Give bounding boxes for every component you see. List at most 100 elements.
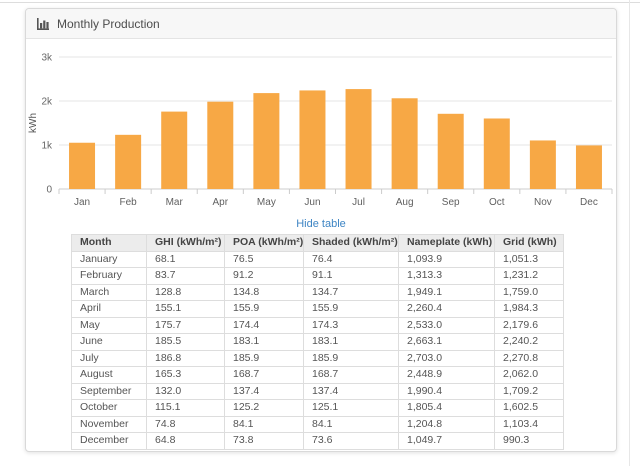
table-cell: November bbox=[71, 415, 147, 433]
bar-Dec[interactable] bbox=[575, 145, 602, 189]
table-cell: 134.8 bbox=[224, 283, 304, 301]
table-cell: 73.6 bbox=[303, 432, 399, 450]
y-axis-tick-label: 2k bbox=[41, 97, 53, 108]
table-cell: 185.9 bbox=[303, 349, 399, 367]
table-cell: 1,949.1 bbox=[398, 283, 495, 301]
x-axis-category-label: Sep bbox=[442, 197, 460, 208]
table-row: January 68.1 76.5 76.4 1,093.9 1,051.3 bbox=[71, 250, 564, 268]
table-cell: 125.1 bbox=[303, 399, 399, 417]
table-cell: 185.5 bbox=[146, 333, 225, 351]
table-cell: August bbox=[71, 366, 147, 384]
y-axis-title: kWh bbox=[28, 113, 39, 133]
column-header: POA (kWh/m²) bbox=[224, 234, 304, 252]
bar-chart-icon bbox=[36, 17, 50, 31]
bar-Oct[interactable] bbox=[483, 118, 510, 189]
x-axis-category-label: Feb bbox=[120, 197, 138, 208]
table-row: December 64.8 73.8 73.6 1,049.7 990.3 bbox=[71, 432, 564, 450]
table-cell: 68.1 bbox=[146, 250, 225, 268]
table-row: May 175.7 174.4 174.3 2,533.0 2,179.6 bbox=[71, 316, 564, 334]
table-cell: 73.8 bbox=[224, 432, 304, 450]
column-header: Shaded (kWh/m²) bbox=[303, 234, 399, 252]
table-cell: 155.9 bbox=[303, 300, 399, 318]
table-cell: June bbox=[71, 333, 147, 351]
x-axis-category-label: Jan bbox=[74, 197, 90, 208]
bar-Feb[interactable] bbox=[115, 134, 142, 189]
table-cell: February bbox=[71, 267, 147, 285]
table-cell: 76.5 bbox=[224, 250, 304, 268]
table-cell: 1,709.2 bbox=[494, 382, 564, 400]
x-axis-category-label: Dec bbox=[580, 197, 598, 208]
table-cell: 168.7 bbox=[303, 366, 399, 384]
table-cell: 183.1 bbox=[303, 333, 399, 351]
table-cell: 132.0 bbox=[146, 382, 225, 400]
table-cell: 155.1 bbox=[146, 300, 225, 318]
x-axis-category-label: Nov bbox=[534, 197, 552, 208]
x-axis-category-label: Jun bbox=[304, 197, 320, 208]
card-header: Monthly Production bbox=[26, 9, 616, 39]
y-axis-tick-label: 0 bbox=[46, 185, 52, 196]
bar-Apr[interactable] bbox=[207, 101, 234, 189]
x-axis-category-label: Apr bbox=[213, 197, 229, 208]
column-header: Nameplate (kWh) bbox=[398, 234, 495, 252]
x-axis-category-label: Oct bbox=[489, 197, 505, 208]
card-title: Monthly Production bbox=[57, 16, 160, 31]
table-cell: 1,049.7 bbox=[398, 432, 495, 450]
table-cell: 174.4 bbox=[224, 316, 304, 334]
bar-Jul[interactable] bbox=[345, 89, 372, 189]
production-chart: 0 1k 2k 3k Jan Feb Mar Apr May Jun Jul Aug Sep Oct Nov… bbox=[26, 51, 616, 213]
table-cell: 1,231.2 bbox=[494, 267, 564, 285]
bar-Jun[interactable] bbox=[299, 90, 326, 189]
table-row: September 132.0 137.4 137.4 1,990.4 1,709.2 bbox=[71, 382, 564, 400]
column-header: Grid (kWh) bbox=[494, 234, 564, 252]
right-divider bbox=[629, 0, 630, 466]
table-cell: October bbox=[71, 399, 147, 417]
table-cell: 2,240.2 bbox=[494, 333, 564, 351]
column-header: GHI (kWh/m²) bbox=[146, 234, 225, 252]
table-cell: 1,204.8 bbox=[398, 415, 495, 433]
table-cell: 137.4 bbox=[224, 382, 304, 400]
table-cell: 185.9 bbox=[224, 349, 304, 367]
table-cell: 2,663.1 bbox=[398, 333, 495, 351]
y-axis-tick-label: 3k bbox=[41, 53, 53, 64]
table-cell: 1,759.0 bbox=[494, 283, 564, 301]
table-cell: 2,260.4 bbox=[398, 300, 495, 318]
table-row: April 155.1 155.9 155.9 2,260.4 1,984.3 bbox=[71, 300, 564, 318]
bar-May[interactable] bbox=[253, 93, 280, 189]
table-cell: December bbox=[71, 432, 147, 450]
bar-Sep[interactable] bbox=[437, 113, 464, 189]
table-cell: 183.1 bbox=[224, 333, 304, 351]
table-cell: 174.3 bbox=[303, 316, 399, 334]
table-cell: 2,179.6 bbox=[494, 316, 564, 334]
hide-table-link[interactable]: Hide table bbox=[296, 218, 346, 230]
table-cell: 128.8 bbox=[146, 283, 225, 301]
table-row: October 115.1 125.2 125.1 1,805.4 1,602.5 bbox=[71, 399, 564, 417]
table-cell: 1,313.3 bbox=[398, 267, 495, 285]
table-cell: 2,448.9 bbox=[398, 366, 495, 384]
table-cell: 134.7 bbox=[303, 283, 399, 301]
table-cell: 1,805.4 bbox=[398, 399, 495, 417]
table-cell: 76.4 bbox=[303, 250, 399, 268]
table-cell: 186.8 bbox=[146, 349, 225, 367]
table-cell: 125.2 bbox=[224, 399, 304, 417]
table-cell: 2,270.8 bbox=[494, 349, 564, 367]
table-cell: 91.2 bbox=[224, 267, 304, 285]
table-cell: 165.3 bbox=[146, 366, 225, 384]
table-cell: 990.3 bbox=[494, 432, 564, 450]
bar-Mar[interactable] bbox=[161, 111, 188, 189]
bar-Aug[interactable] bbox=[391, 98, 418, 189]
table-row: November 74.8 84.1 84.1 1,204.8 1,103.4 bbox=[71, 415, 564, 433]
table-cell: 115.1 bbox=[146, 399, 225, 417]
table-cell: 137.4 bbox=[303, 382, 399, 400]
table-row: June 185.5 183.1 183.1 2,663.1 2,240.2 bbox=[71, 333, 564, 351]
table-header-row: Month GHI (kWh/m²) POA (kWh/m²) Shaded (kWh… bbox=[71, 234, 564, 252]
chart-canvas: 0 1k 2k 3k Jan Feb Mar Apr May Jun Jul Aug Sep Oct Nov… bbox=[28, 53, 613, 208]
table-cell: 84.1 bbox=[303, 415, 399, 433]
table-cell: 1,990.4 bbox=[398, 382, 495, 400]
table-cell: April bbox=[71, 300, 147, 318]
table-cell: January bbox=[71, 250, 147, 268]
table-cell: 2,533.0 bbox=[398, 316, 495, 334]
x-axis-category-label: Mar bbox=[166, 197, 184, 208]
bar-Jan[interactable] bbox=[69, 142, 96, 189]
bar-Nov[interactable] bbox=[529, 140, 556, 189]
